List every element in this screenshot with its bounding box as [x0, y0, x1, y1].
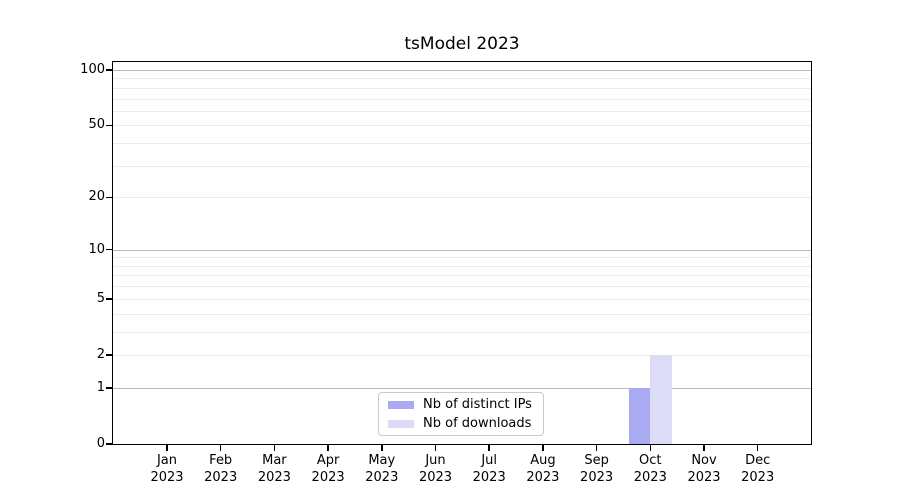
- y-axis-tick-label: 5: [96, 290, 105, 306]
- x-tick-year: 2023: [526, 470, 560, 485]
- x-tick-year: 2023: [741, 470, 775, 485]
- x-tick-month: Jun: [425, 453, 446, 468]
- x-tick-month: Jul: [481, 453, 498, 468]
- legend-label-downloads: Nb of downloads: [423, 416, 532, 431]
- x-tick-year: 2023: [257, 470, 291, 485]
- x-axis-tick-label: Mar 2023: [246, 452, 302, 486]
- legend: Nb of distinct IPs Nb of downloads: [378, 392, 544, 436]
- y-axis-tick: [106, 124, 112, 127]
- x-axis-tick: [649, 445, 652, 451]
- gridline-minor: [113, 257, 811, 259]
- x-tick-year: 2023: [687, 470, 721, 485]
- x-tick-month: Feb: [209, 453, 233, 468]
- bar-distinct-ips: [628, 387, 651, 444]
- x-axis-tick: [166, 445, 168, 451]
- y-axis-tick: [106, 298, 112, 300]
- x-tick-year: 2023: [418, 470, 453, 485]
- legend-label-distinct-ips: Nb of distinct IPs: [423, 397, 532, 412]
- x-axis-tick-label: Jul 2023: [461, 452, 517, 486]
- gridline-minor: [113, 87, 811, 89]
- x-tick-year: 2023: [311, 470, 345, 485]
- y-axis-tick-label: 10: [88, 241, 105, 257]
- plot-area: [113, 62, 811, 444]
- gridline-major: [113, 249, 811, 251]
- x-axis-tick: [488, 445, 490, 451]
- x-axis-tick: [756, 445, 759, 451]
- y-axis-tick-label: 1: [96, 379, 105, 395]
- y-axis-tick: [106, 443, 112, 445]
- y-axis-tick-label: 0: [96, 436, 105, 451]
- gridline-minor: [113, 110, 811, 112]
- x-tick-year: 2023: [633, 470, 667, 485]
- x-axis-tick: [542, 445, 544, 451]
- y-axis-tick-label: 50: [88, 117, 105, 133]
- gridline-minor: [113, 143, 811, 145]
- x-axis-tick-label: Aug 2023: [515, 452, 571, 486]
- x-axis-tick: [327, 445, 329, 451]
- legend-entry-distinct-ips: Nb of distinct IPs: [379, 395, 543, 414]
- x-axis-tick-label: Apr 2023: [300, 452, 356, 486]
- x-tick-month: Oct: [639, 453, 662, 468]
- gridline-minor: [113, 331, 811, 333]
- x-axis-tick: [219, 445, 222, 451]
- gridline-major: [113, 387, 811, 389]
- x-axis-tick-label: Dec 2023: [730, 452, 786, 486]
- gridline-minor: [113, 275, 811, 277]
- x-axis-tick: [434, 445, 437, 451]
- x-axis-tick-label: Sep 2023: [569, 452, 625, 486]
- x-axis-tick-label: Jan 2023: [139, 452, 195, 486]
- chart-title: tsModel 2023: [404, 34, 520, 54]
- x-axis-tick-label: May 2023: [354, 452, 410, 486]
- y-axis-tick-label: 100: [80, 62, 105, 77]
- gridline-minor: [113, 265, 811, 267]
- x-tick-month: Aug: [530, 453, 556, 468]
- x-axis-tick: [595, 445, 598, 451]
- x-axis-tick-label: Nov 2023: [676, 452, 732, 486]
- gridline-major: [113, 70, 811, 71]
- x-tick-year: 2023: [150, 470, 184, 485]
- x-axis-tick-label: Jun 2023: [408, 452, 464, 486]
- x-tick-month: Dec: [745, 453, 771, 468]
- x-tick-month: Apr: [316, 453, 340, 468]
- legend-swatch-downloads: [388, 419, 414, 428]
- legend-entry-downloads: Nb of downloads: [379, 414, 543, 433]
- gridline-minor: [113, 197, 811, 199]
- gridline-minor: [113, 78, 811, 80]
- gridline-minor: [113, 298, 811, 300]
- x-axis-tick: [381, 445, 383, 451]
- y-axis-tick: [106, 387, 112, 389]
- gridline-minor: [113, 165, 811, 167]
- x-tick-month: Sep: [584, 453, 609, 468]
- x-axis-tick-label: Feb 2023: [193, 452, 249, 486]
- gridline-minor: [113, 354, 811, 356]
- y-axis-tick: [106, 69, 112, 71]
- y-axis-tick: [106, 354, 112, 356]
- x-tick-year: 2023: [365, 470, 399, 485]
- x-tick-year: 2023: [204, 470, 238, 485]
- bar-downloads: [650, 354, 672, 444]
- y-axis-tick-label: 2: [96, 346, 105, 362]
- y-axis-tick-label: 20: [88, 189, 105, 205]
- x-tick-year: 2023: [472, 470, 506, 485]
- x-tick-month: Mar: [262, 453, 287, 468]
- x-axis-tick-label: Oct 2023: [622, 452, 678, 486]
- x-axis-tick: [273, 445, 276, 451]
- gridline-minor: [113, 286, 811, 288]
- x-tick-month: Nov: [691, 453, 717, 468]
- gridline-minor: [113, 313, 811, 315]
- x-axis-tick: [703, 445, 705, 451]
- y-axis-tick: [106, 248, 112, 251]
- gridline-minor: [113, 125, 811, 127]
- x-tick-month: May: [368, 453, 396, 468]
- gridline-minor: [113, 98, 811, 100]
- x-tick-year: 2023: [580, 470, 614, 485]
- x-tick-month: Jan: [156, 453, 178, 468]
- legend-swatch-distinct-ips: [388, 400, 414, 409]
- y-axis-tick: [106, 196, 112, 199]
